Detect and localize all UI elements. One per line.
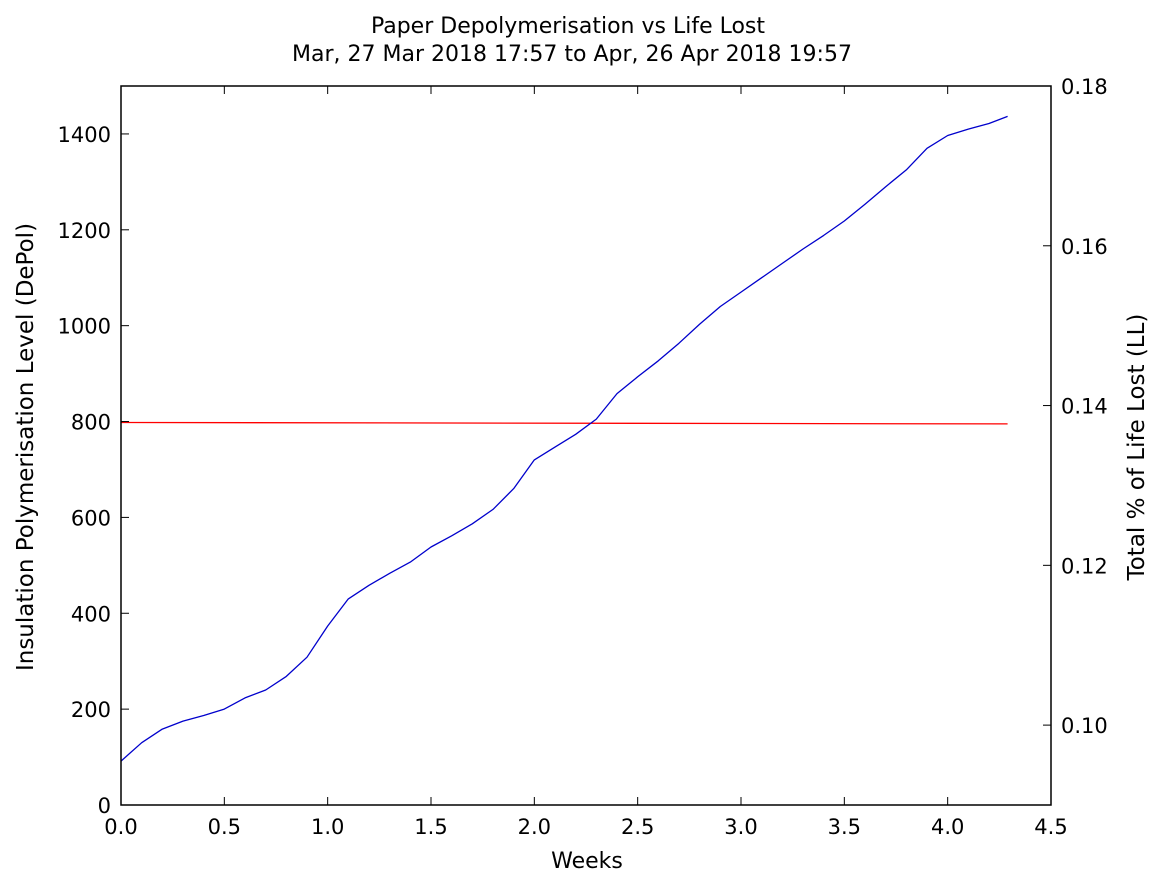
y-right-tick-label: 0.10 — [1061, 714, 1108, 738]
x-tick-label: 1.5 — [414, 815, 447, 839]
y-left-axis-label: Insulation Polymerisation Level (DePol) — [13, 223, 39, 671]
x-tick-label: 4.0 — [931, 815, 964, 839]
y-right-tick-label: 0.14 — [1061, 395, 1108, 419]
y-left-tick-label: 1200 — [58, 219, 111, 243]
chart-title: Paper Depolymerisation vs Life Lost — [371, 14, 765, 39]
x-tick-label: 3.5 — [828, 815, 861, 839]
y-right-axis-ticks: 0.10 0.12 0.14 0.16 0.18 — [1043, 75, 1108, 738]
y-left-tick-label: 800 — [71, 411, 111, 435]
plot-frame — [120, 85, 1052, 806]
life-lost-series-line — [120, 115, 1008, 762]
plot-lines — [120, 115, 1008, 762]
y-left-axis-ticks: 0 200 400 600 800 1000 1200 1400 — [58, 123, 129, 818]
y-right-tick-label: 0.12 — [1061, 554, 1108, 578]
y-left-tick-label: 200 — [71, 698, 111, 722]
y-right-tick-label: 0.16 — [1061, 235, 1108, 259]
y-left-tick-label: 1000 — [58, 315, 111, 339]
y-right-tick-label: 0.18 — [1061, 75, 1108, 99]
x-axis-label: Weeks — [551, 849, 623, 874]
x-tick-label: 2.0 — [518, 815, 551, 839]
x-tick-label: 4.5 — [1034, 815, 1067, 839]
x-tick-label: 3.0 — [724, 815, 757, 839]
chart-subtitle: Mar, 27 Mar 2018 17:57 to Apr, 26 Apr 20… — [292, 42, 852, 67]
y-right-axis-label: Total % of Life Lost (LL) — [1124, 314, 1150, 582]
depol-series-line — [120, 421, 1008, 425]
x-tick-label: 0.0 — [104, 815, 137, 839]
y-left-tick-label: 1400 — [58, 123, 111, 147]
x-axis-ticks: 0.0 0.5 1.0 1.5 2.0 2.5 3.0 3.5 4.0 4.5 — [104, 86, 1068, 839]
y-left-tick-label: 0 — [98, 794, 111, 818]
y-left-tick-label: 400 — [71, 602, 111, 626]
x-tick-label: 2.5 — [621, 815, 654, 839]
y-left-tick-label: 600 — [71, 506, 111, 530]
x-tick-label: 1.0 — [311, 815, 344, 839]
x-tick-label: 0.5 — [208, 815, 241, 839]
